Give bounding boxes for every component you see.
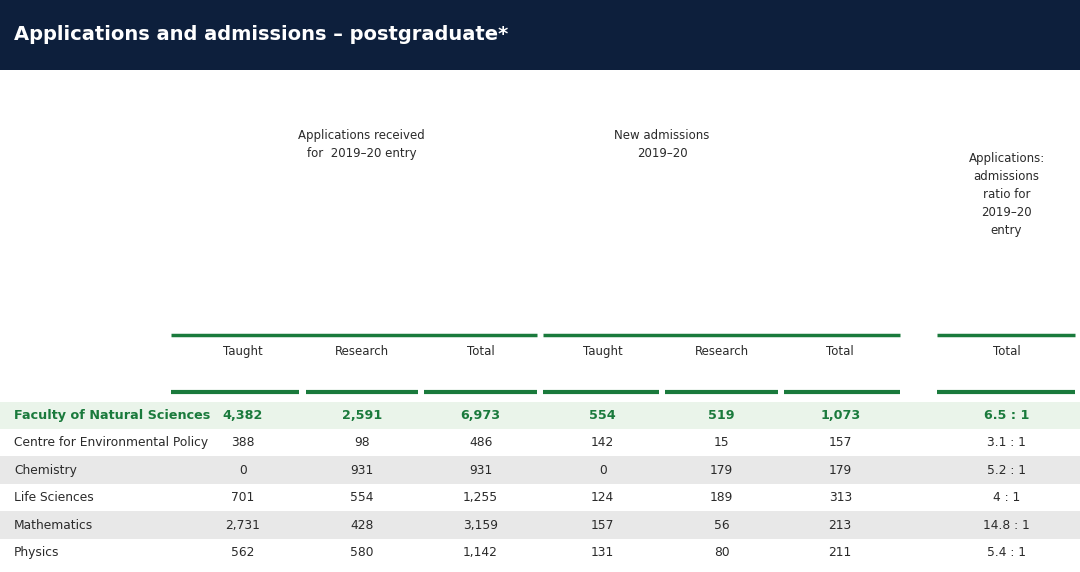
Text: Applications received
for  2019–20 entry: Applications received for 2019–20 entry [298,129,426,160]
Text: 2,731: 2,731 [226,519,260,531]
Text: Total: Total [993,345,1021,358]
Text: 428: 428 [350,519,374,531]
Text: 3,159: 3,159 [463,519,498,531]
Text: 80: 80 [714,546,729,559]
Text: 313: 313 [828,491,852,504]
Bar [0,484,1080,511]
Text: Physics: Physics [14,546,59,559]
Text: 554: 554 [590,409,616,422]
Text: 486: 486 [469,436,492,449]
Bar [0,456,1080,484]
Text: Total: Total [467,345,495,358]
Text: 98: 98 [354,436,369,449]
Text: 1,255: 1,255 [463,491,498,504]
Text: Applications:
admissions
ratio for
2019–20
entry: Applications: admissions ratio for 2019–… [969,152,1044,237]
Text: 213: 213 [828,519,852,531]
Text: 124: 124 [591,491,615,504]
Text: Faculty of Natural Sciences: Faculty of Natural Sciences [14,409,211,422]
Text: 15: 15 [714,436,729,449]
Text: 179: 179 [710,464,733,476]
Text: 701: 701 [231,491,255,504]
Text: Taught: Taught [224,345,262,358]
Text: 2,591: 2,591 [341,409,382,422]
Bar [0,402,1080,429]
Text: 3.1 : 1: 3.1 : 1 [987,436,1026,449]
Text: Centre for Environmental Policy: Centre for Environmental Policy [14,436,208,449]
Bar [0,429,1080,456]
Text: 157: 157 [828,436,852,449]
Text: 562: 562 [231,546,255,559]
Bar [0,0,1080,70]
Text: 142: 142 [591,436,615,449]
Text: 6,973: 6,973 [460,409,501,422]
Text: 179: 179 [828,464,852,476]
Text: Applications and admissions – postgraduate*: Applications and admissions – postgradua… [14,25,509,45]
Text: 519: 519 [708,409,734,422]
Text: 931: 931 [469,464,492,476]
Text: New admissions
2019–20: New admissions 2019–20 [615,129,710,160]
Text: 131: 131 [591,546,615,559]
Text: 1,073: 1,073 [820,409,861,422]
Text: Research: Research [335,345,389,358]
Text: 554: 554 [350,491,374,504]
Text: 0: 0 [239,464,247,476]
Text: 931: 931 [350,464,374,476]
Text: 5.4 : 1: 5.4 : 1 [987,546,1026,559]
Bar [0,511,1080,539]
Text: 1,142: 1,142 [463,546,498,559]
Text: 388: 388 [231,436,255,449]
Text: 157: 157 [591,519,615,531]
Text: 4 : 1: 4 : 1 [993,491,1021,504]
Text: 580: 580 [350,546,374,559]
Text: Taught: Taught [583,345,622,358]
Text: 4,382: 4,382 [222,409,264,422]
Text: 5.2 : 1: 5.2 : 1 [987,464,1026,476]
Text: 211: 211 [828,546,852,559]
Text: 189: 189 [710,491,733,504]
Text: 56: 56 [714,519,729,531]
Bar [0,539,1080,566]
Text: Research: Research [694,345,748,358]
Text: Mathematics: Mathematics [14,519,93,531]
Text: Life Sciences: Life Sciences [14,491,94,504]
Text: 0: 0 [598,464,607,476]
Text: Chemistry: Chemistry [14,464,77,476]
Text: 14.8 : 1: 14.8 : 1 [983,519,1030,531]
Text: Total: Total [826,345,854,358]
Text: 6.5 : 1: 6.5 : 1 [984,409,1029,422]
